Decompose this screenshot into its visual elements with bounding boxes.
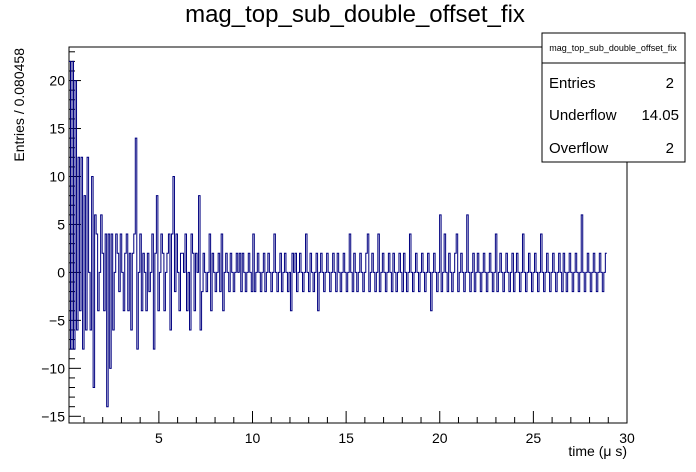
chart-title: mag_top_sub_double_offset_fix [185, 1, 525, 28]
stats-title: mag_top_sub_double_offset_fix [549, 43, 677, 53]
plot-area: 5 10 15 20 25 30 −15 −10 −5 0 5 10 15 20 [41, 46, 635, 446]
y-tick-label: −15 [41, 408, 65, 424]
y-tick-label: 20 [49, 73, 65, 89]
y-tick-label: 5 [57, 216, 65, 232]
x-tick-label: 10 [245, 430, 261, 446]
y-tick-label: 0 [57, 264, 65, 280]
x-tick-label: 5 [155, 430, 163, 446]
plot-frame [68, 46, 628, 424]
x-tick-label: 15 [338, 430, 354, 446]
x-tick-label: 25 [526, 430, 542, 446]
y-tick-label: 15 [49, 121, 65, 137]
stats-value-entries: 2 [666, 75, 674, 92]
stats-box-frame [541, 32, 686, 163]
stats-label-overflow: Overflow [549, 140, 608, 157]
stats-box: mag_top_sub_double_offset_fix Entries 2 … [541, 32, 686, 163]
y-tick-label: 10 [49, 168, 65, 184]
y-axis-label: Entries / 0.080458 [11, 48, 27, 162]
x-tick-label: 30 [619, 430, 635, 446]
stats-label-entries: Entries [549, 75, 596, 92]
x-axis-label: time (μ s) [568, 443, 627, 459]
histogram-line [69, 60, 607, 408]
y-tick-label: −5 [49, 312, 65, 328]
stats-value-underflow: 14.05 [641, 107, 679, 124]
x-tick-label: 20 [432, 430, 448, 446]
stats-value-overflow: 2 [666, 140, 674, 157]
stats-label-underflow: Underflow [549, 107, 617, 124]
y-tick-label: −10 [41, 360, 65, 376]
